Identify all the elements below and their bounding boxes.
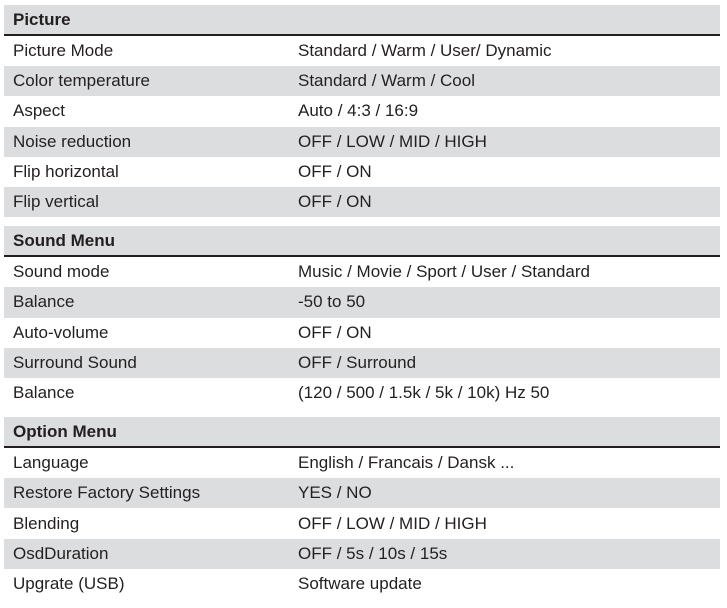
setting-name: Blending <box>13 513 80 533</box>
setting-name: Noise reduction <box>13 131 132 151</box>
table-row: Noise reduction OFF / LOW / MID / HIGH <box>4 126 720 157</box>
setting-name: Picture Mode <box>13 41 114 61</box>
table-row: Blending OFF / LOW / MID / HIGH <box>4 508 720 538</box>
setting-options: OFF / ON <box>298 161 372 181</box>
section-picture: Picture Picture Mode Standard / Warm / Use… <box>4 5 720 218</box>
table-row: Upgrate (USB) Software update <box>4 569 720 599</box>
table-row: Auto-volume OFF / ON <box>4 318 720 348</box>
table-row: Flip horizontal OFF / ON <box>4 157 720 187</box>
table-row: OsdDuration OFF / 5s / 10s / 15s <box>4 538 720 569</box>
setting-options: (120 / 500 / 1.5k / 5k / 10k) Hz 50 <box>298 382 550 402</box>
section-header: Picture <box>4 5 720 36</box>
setting-options: OFF / 5s / 10s / 15s <box>298 543 448 563</box>
setting-name: Color temperature <box>13 71 151 91</box>
table-row: Balance (120 / 500 / 1.5k / 5k / 10k) Hz … <box>4 378 720 408</box>
setting-options: OFF / Surround <box>298 352 417 372</box>
setting-options: OFF / LOW / MID / HIGH <box>298 131 487 151</box>
setting-options: Auto / 4:3 / 16:9 <box>298 101 419 121</box>
table-row: Color temperature Standard / Warm / Cool <box>4 66 720 97</box>
section-title: Sound Menu <box>13 230 115 250</box>
setting-name: Flip vertical <box>13 192 99 212</box>
table-row: Flip vertical OFF / ON <box>4 186 720 218</box>
setting-options: Standard / Warm / Cool <box>298 71 475 91</box>
section-title: Option Menu <box>13 421 117 441</box>
setting-options: -50 to 50 <box>298 292 366 312</box>
setting-name: Auto-volume <box>13 322 109 342</box>
setting-options: English / Francais / Dansk ... <box>298 453 515 473</box>
setting-name: Balance <box>13 382 75 402</box>
setting-options: YES / NO <box>298 483 372 503</box>
table-row: Balance -50 to 50 <box>4 287 720 318</box>
table-row: Surround Sound OFF / Surround <box>4 347 720 378</box>
section-option-menu: Option Menu Language English / Francais / … <box>4 417 720 599</box>
setting-name: Flip horizontal <box>13 161 119 181</box>
table-row: Aspect Auto / 4:3 / 16:9 <box>4 96 720 126</box>
settings-table: Picture Picture Mode Standard / Warm / Use… <box>4 5 720 608</box>
setting-name: OsdDuration <box>13 543 109 563</box>
setting-options: Software update <box>298 573 422 593</box>
section-header: Option Menu <box>4 417 720 449</box>
setting-options: Standard / Warm / User/ Dynamic <box>298 41 552 61</box>
setting-options: Music / Movie / Sport / User / Standard <box>298 262 590 282</box>
setting-name: Surround Sound <box>13 352 137 372</box>
setting-name: Upgrate (USB) <box>13 573 125 593</box>
section-header: Sound Menu <box>4 226 720 258</box>
setting-name: Language <box>13 453 89 473</box>
section-title: Picture <box>13 9 71 29</box>
setting-options: OFF / LOW / MID / HIGH <box>298 513 487 533</box>
setting-name: Restore Factory Settings <box>13 483 201 503</box>
setting-name: Balance <box>13 292 75 312</box>
table-row: Sound mode Music / Movie / Sport / User /… <box>4 257 720 287</box>
setting-name: Aspect <box>13 101 65 121</box>
section-sound-menu: Sound Menu Sound mode Music / Movie / Spor… <box>4 226 720 408</box>
setting-options: OFF / ON <box>298 322 372 342</box>
table-row: Restore Factory Settings YES / NO <box>4 478 720 509</box>
setting-options: OFF / ON <box>298 192 372 212</box>
setting-name: Sound mode <box>13 262 110 282</box>
table-row: Picture Mode Standard / Warm / User/ Dyna… <box>4 36 720 66</box>
table-row: Language English / Francais / Dansk ... <box>4 448 720 478</box>
